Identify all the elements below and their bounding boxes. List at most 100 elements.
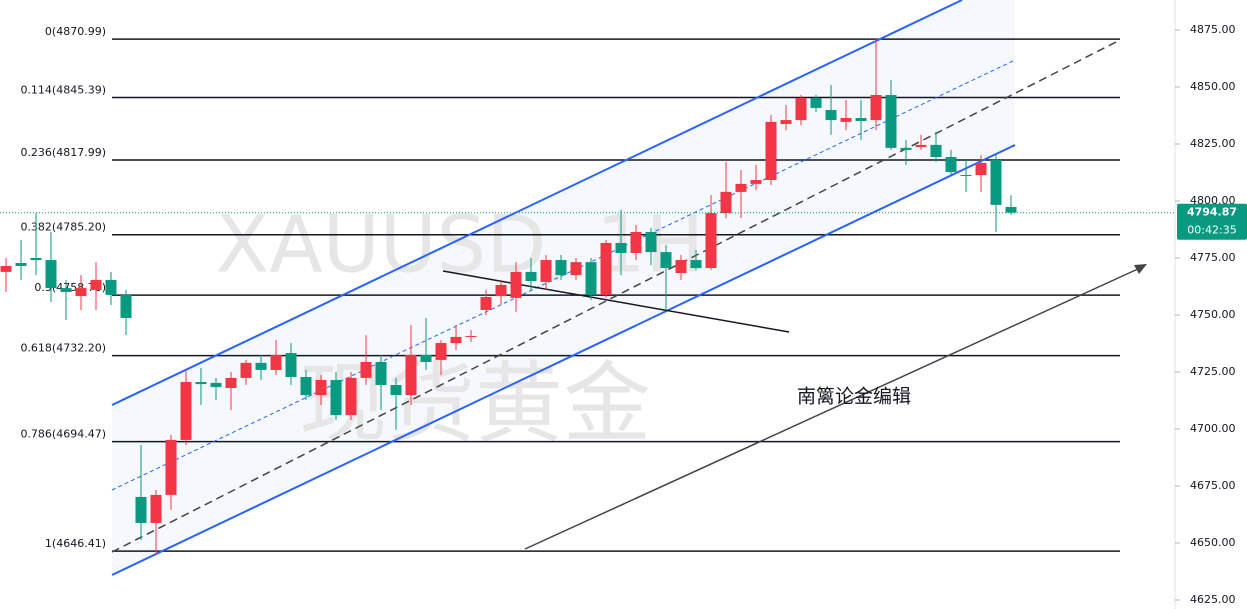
candle-body	[510, 271, 522, 298]
candle-body	[990, 159, 1002, 205]
fib-label: 0(4870.99)	[45, 25, 106, 38]
y-tick-label: 4750.00	[1190, 308, 1236, 321]
watermark-text: 现货黄金	[299, 352, 651, 455]
channel-fill	[112, 0, 1015, 575]
candle-body	[645, 232, 657, 253]
y-tick-label: 4725.00	[1190, 365, 1236, 378]
channel-lower	[111, 144, 1016, 576]
price-label: 4794.87	[1187, 206, 1237, 219]
candle-body	[975, 162, 987, 176]
candle-body	[555, 260, 567, 276]
candle-body	[465, 335, 477, 337]
candle-body	[360, 361, 372, 378]
fib-label: 0.786(4694.47)	[20, 428, 106, 441]
candle-body	[795, 97, 807, 121]
candle-body	[630, 232, 642, 253]
candle-body	[435, 343, 447, 360]
candle-body	[705, 213, 717, 269]
candle-body	[255, 362, 267, 370]
candle-body	[915, 144, 927, 147]
candle-body	[765, 121, 777, 181]
candle-body	[75, 288, 87, 297]
candle-body	[225, 377, 237, 388]
candle-body	[480, 296, 492, 310]
y-tick-label: 4875.00	[1190, 23, 1236, 36]
candle-body	[900, 147, 912, 150]
candle-body	[390, 384, 402, 396]
candle-body	[315, 379, 327, 396]
y-tick-label: 4825.00	[1190, 137, 1236, 150]
candle-body	[810, 97, 822, 108]
candle-body	[60, 288, 72, 292]
candle-body	[30, 258, 42, 261]
fib-label: 0.382(4785.20)	[20, 221, 106, 234]
candle-body	[690, 260, 702, 269]
candle-body	[675, 260, 687, 274]
candle-body	[405, 354, 417, 396]
candle-body	[885, 94, 897, 148]
candle-body	[150, 494, 162, 523]
candle-body	[735, 183, 747, 192]
arrow-line	[524, 267, 1141, 550]
candle-body	[420, 354, 432, 362]
candle-body	[840, 118, 852, 122]
candle-body	[930, 144, 942, 157]
candle-body	[210, 382, 222, 388]
trend-dashed	[111, 39, 1121, 553]
candle-body	[135, 496, 147, 523]
candle-body	[525, 271, 537, 282]
y-tick-label: 4700.00	[1190, 422, 1236, 435]
annotation: 南篱论金编辑	[797, 386, 911, 408]
y-tick-label: 4625.00	[1190, 593, 1236, 606]
candle-body	[570, 262, 582, 276]
fib-label: 0.114(4845.39)	[20, 84, 106, 97]
candles	[0, 37, 1017, 556]
candle-body	[195, 382, 207, 385]
candle-body	[120, 294, 132, 318]
candle-body	[825, 110, 837, 121]
candle-body	[165, 439, 177, 495]
candle-body	[585, 262, 597, 295]
candle-body	[240, 362, 252, 378]
candle-body	[285, 353, 297, 378]
candle-body	[270, 354, 282, 370]
candle-body	[660, 252, 672, 269]
candle-body	[1005, 206, 1017, 213]
price-box	[1177, 203, 1247, 240]
fib-label: 1(4646.41)	[45, 537, 106, 550]
y-tick-label: 4850.00	[1190, 80, 1236, 93]
candle-body	[345, 377, 357, 416]
candle-body	[180, 382, 192, 440]
fib-label: 0.618(4732.20)	[20, 342, 106, 355]
candle-body	[945, 156, 957, 173]
y-axis: 4625.00 4650.00 4675.00 4700.00 4725.00 4750.…	[1175, 23, 1236, 606]
candle-body	[540, 260, 552, 282]
candle-body	[720, 191, 732, 214]
candle-body	[375, 361, 387, 385]
candle-body	[45, 260, 57, 289]
channel-upper	[111, 0, 963, 406]
candle-body	[450, 336, 462, 344]
y-tick-label: 4650.00	[1190, 536, 1236, 549]
candle-body	[615, 242, 627, 253]
y-tick-label: 4675.00	[1190, 479, 1236, 492]
candle-body	[90, 279, 102, 290]
fib-label: 0.236(4817.99)	[20, 146, 106, 159]
candle-body	[15, 263, 27, 266]
arrow-head	[1134, 264, 1147, 274]
candle-body	[780, 120, 792, 124]
candle-body	[0, 265, 12, 272]
y-tick-label: 4775.00	[1190, 251, 1236, 264]
candle-body	[300, 377, 312, 396]
fib-levels: 0(4870.99) 0.114(4845.39) 0.236(4817.99) 0.…	[20, 25, 1120, 552]
candle-body	[495, 284, 507, 297]
candle-body	[105, 279, 117, 295]
candle-body	[330, 379, 342, 416]
countdown-label: 00:42:35	[1187, 224, 1236, 237]
candle-body	[870, 94, 882, 121]
candle-body	[750, 180, 762, 184]
candle-body	[960, 175, 972, 177]
candle-body	[600, 242, 612, 295]
